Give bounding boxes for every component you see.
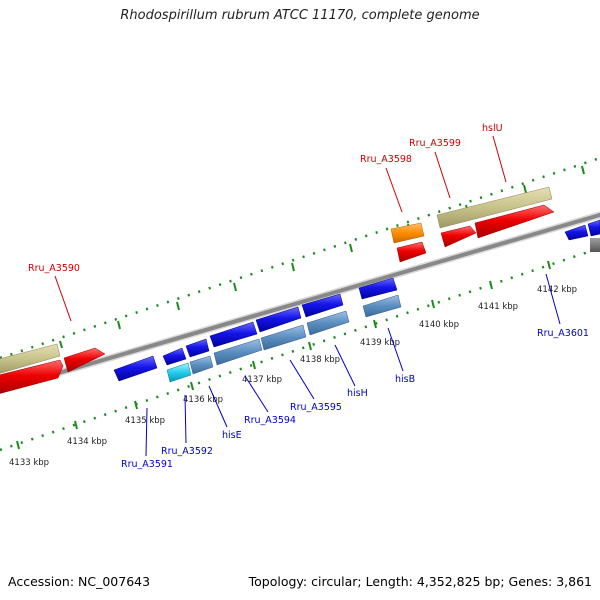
lower-scale-track <box>0 246 600 452</box>
genome-summary-text: Topology: circular; Length: 4,352,825 bp… <box>248 574 592 589</box>
tick-label-4134: 4134 kbp <box>67 437 107 447</box>
gene-hish[interactable] <box>301 293 344 318</box>
reverse-leader-lines <box>145 273 561 457</box>
gene-rru-a3590[interactable] <box>63 347 106 373</box>
tick-label-4142: 4142 kbp <box>537 285 577 295</box>
forward-leader-lines <box>54 135 507 322</box>
tick-label-4141: 4141 kbp <box>478 302 518 312</box>
tick-label-4139: 4139 kbp <box>360 338 400 348</box>
gene-rru-a3592[interactable] <box>162 347 187 366</box>
genome-map: 4133 kbp 4134 kbp 4135 kbp 4136 kbp 4137… <box>0 123 600 470</box>
gene-rru-a3594[interactable] <box>209 321 258 348</box>
gene-hisb[interactable] <box>358 277 398 300</box>
gene-label-rru-a3592: Rru_A3592 <box>161 446 213 457</box>
gene-label-rru-a3590: Rru_A3590 <box>28 263 80 274</box>
gene-label-rru-a3599: Rru_A3599 <box>409 138 461 149</box>
gene-rru-a3599[interactable] <box>440 225 477 248</box>
gene-rru-a3591[interactable] <box>113 355 158 382</box>
gene-label-rru-a3601: Rru_A3601 <box>537 328 589 339</box>
cds-cyan[interactable] <box>166 362 192 383</box>
tick-label-4136: 4136 kbp <box>183 395 223 405</box>
gene-rru-a3601[interactable] <box>564 224 589 241</box>
backbone <box>0 212 600 393</box>
gc-feature-left[interactable] <box>0 343 61 374</box>
tick-label-4133: 4133 kbp <box>9 458 49 468</box>
gene-label-rru-a3598: Rru_A3598 <box>360 154 412 165</box>
gene-label-rru-a3594: Rru_A3594 <box>244 415 296 426</box>
gene-label-rru-a3595: Rru_A3595 <box>290 402 342 413</box>
gene-forward-left-a[interactable] <box>0 359 64 394</box>
gene-reverse-edge[interactable] <box>587 219 600 237</box>
gene-rru-a3595[interactable] <box>255 306 302 333</box>
genome-title: Rhodospirillum rubrum ATCC 11170, comple… <box>120 8 480 23</box>
cds-steel-3[interactable] <box>260 324 307 351</box>
gene-label-rru-a3591: Rru_A3591 <box>121 459 173 470</box>
gene-hslu[interactable] <box>474 204 555 239</box>
gene-label-hish: hisH <box>347 388 368 399</box>
gene-rru-a3598[interactable] <box>396 241 427 263</box>
tick-label-4135: 4135 kbp <box>125 416 165 426</box>
gene-label-hslu: hslU <box>482 123 503 134</box>
cds-steel-5[interactable] <box>362 294 402 318</box>
gene-gray-edge[interactable] <box>590 238 600 252</box>
gene-hise[interactable] <box>185 338 210 358</box>
gc-feature-right[interactable] <box>436 186 553 229</box>
cds-steel-2[interactable] <box>213 338 263 366</box>
lower-major-ticks <box>16 260 551 450</box>
cds-steel-1[interactable] <box>189 355 214 375</box>
gene-label-hise: hisE <box>222 430 242 441</box>
gene-misc-orange[interactable] <box>390 222 425 244</box>
tick-label-4138: 4138 kbp <box>300 355 340 365</box>
gene-label-hisb: hisB <box>395 374 415 385</box>
tick-label-4137: 4137 kbp <box>242 375 282 385</box>
accession-text: Accession: NC_007643 <box>8 574 151 589</box>
tick-label-4140: 4140 kbp <box>419 320 459 330</box>
cds-steel-4[interactable] <box>306 310 350 336</box>
